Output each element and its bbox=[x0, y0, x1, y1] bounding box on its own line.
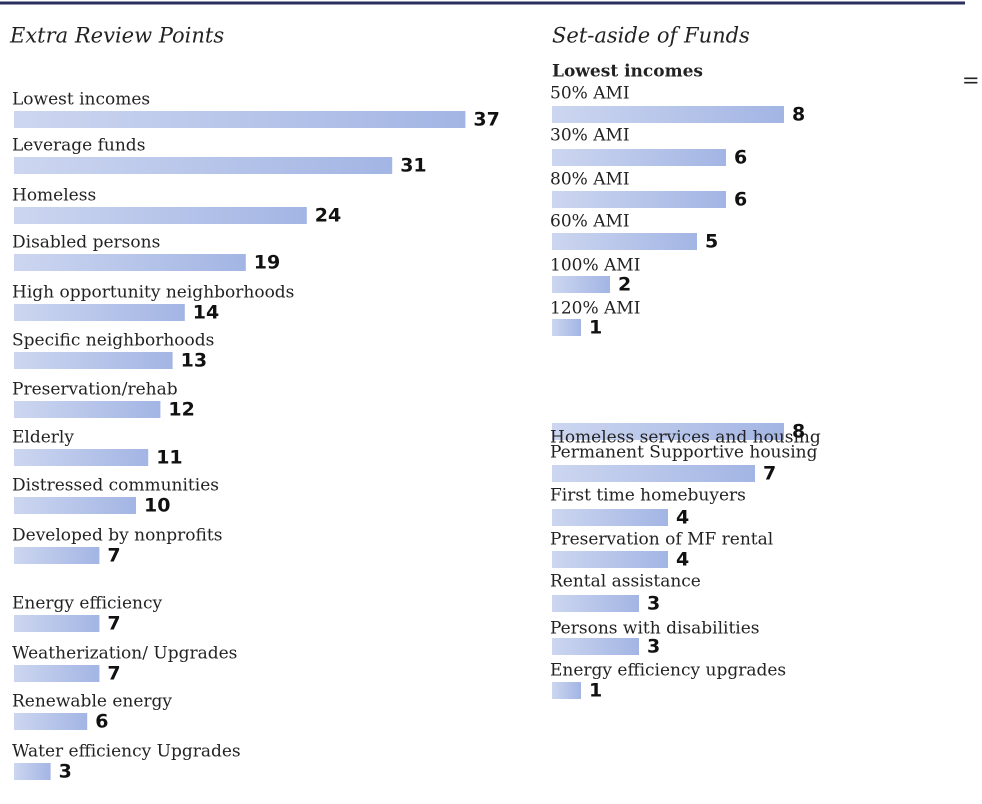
value-label: 3 bbox=[59, 761, 72, 783]
category-label: 60% AMI bbox=[550, 212, 630, 232]
bar-shade bbox=[14, 497, 136, 514]
value-label: 3 bbox=[647, 636, 660, 658]
value-label: 19 bbox=[254, 252, 280, 274]
category-label: 120% AMI bbox=[550, 299, 640, 319]
category-label: Leverage funds bbox=[12, 136, 145, 156]
chart-title: Extra Review Points bbox=[9, 24, 224, 48]
value-label: 13 bbox=[181, 350, 207, 372]
annotation: = bbox=[962, 69, 980, 93]
value-label: 12 bbox=[168, 399, 194, 421]
value-label: 3 bbox=[647, 593, 660, 615]
bar-shade bbox=[552, 319, 581, 336]
category-label: Elderly bbox=[12, 428, 74, 448]
chart-title: Set-aside of Funds bbox=[552, 24, 750, 48]
value-label: 4 bbox=[676, 507, 689, 529]
category-label: 80% AMI bbox=[550, 170, 630, 190]
value-label: 4 bbox=[676, 549, 689, 571]
category-label: High opportunity neighborhoods bbox=[12, 283, 294, 303]
category-label: Lowest incomes bbox=[12, 90, 150, 110]
category-label: 30% AMI bbox=[550, 126, 630, 146]
category-label: 100% AMI bbox=[550, 256, 640, 276]
category-label: Energy efficiency bbox=[12, 594, 162, 614]
category-label: Preservation/rehab bbox=[12, 380, 178, 400]
value-label: 7 bbox=[763, 463, 776, 485]
value-label: 8 bbox=[792, 104, 805, 126]
category-label: Developed by nonprofits bbox=[12, 526, 222, 546]
bar-shade bbox=[552, 551, 668, 568]
bar-shade bbox=[14, 304, 185, 321]
category-label: First time homebuyers bbox=[550, 486, 746, 506]
bar-shade bbox=[14, 111, 466, 128]
value-label: 7 bbox=[107, 545, 120, 567]
category-label: 50% AMI bbox=[550, 84, 630, 104]
category-label: Distressed communities bbox=[12, 476, 219, 496]
bar-shade bbox=[14, 713, 88, 730]
value-label: 11 bbox=[156, 447, 182, 469]
bar-shade bbox=[14, 665, 100, 682]
bar-shade bbox=[14, 352, 173, 369]
value-label: 1 bbox=[589, 317, 602, 339]
bar-shade bbox=[14, 763, 51, 780]
value-label: 6 bbox=[734, 189, 747, 211]
value-label: 24 bbox=[315, 205, 341, 227]
bar-shade bbox=[552, 149, 726, 166]
category-label: Homeless bbox=[12, 186, 96, 206]
value-label: 37 bbox=[473, 109, 499, 131]
category-label: Rental assistance bbox=[550, 572, 701, 592]
value-label: 7 bbox=[107, 613, 120, 635]
bar-shade bbox=[552, 191, 726, 208]
bar-shade bbox=[552, 276, 610, 293]
bar-shade bbox=[14, 207, 307, 224]
category-label: Persons with disabilities bbox=[550, 619, 760, 639]
category-label: Permanent Supportive housing bbox=[550, 443, 818, 463]
bar-shade bbox=[552, 595, 639, 612]
category-label: Weatherization/ Upgrades bbox=[12, 644, 237, 664]
bar-shade bbox=[552, 509, 668, 526]
category-label: Disabled persons bbox=[12, 233, 160, 253]
bar-shade bbox=[552, 465, 755, 482]
group-label: Lowest incomes bbox=[552, 62, 703, 82]
bar-shade bbox=[552, 106, 784, 123]
value-label: 31 bbox=[400, 155, 426, 177]
value-label: 14 bbox=[193, 302, 219, 324]
bar-shade bbox=[14, 157, 393, 174]
value-label: 10 bbox=[144, 495, 170, 517]
value-label: 1 bbox=[589, 680, 602, 702]
bar-shade bbox=[14, 615, 100, 632]
bar-shade bbox=[14, 547, 100, 564]
category-label: Specific neighborhoods bbox=[12, 331, 214, 351]
category-label: Preservation of MF rental bbox=[550, 530, 773, 550]
category-label: Renewable energy bbox=[12, 692, 172, 712]
bar-shade bbox=[552, 233, 697, 250]
bar-shade bbox=[14, 401, 161, 418]
value-label: 7 bbox=[107, 663, 120, 685]
bar-shade bbox=[14, 449, 149, 466]
value-label: 5 bbox=[705, 231, 718, 253]
bar-shade bbox=[14, 254, 246, 271]
value-label: 2 bbox=[618, 274, 631, 296]
category-label: Energy efficiency upgrades bbox=[550, 661, 786, 681]
bar-shade bbox=[552, 682, 581, 699]
value-label: 8 bbox=[792, 421, 805, 443]
bar-shade bbox=[552, 423, 784, 440]
value-label: 6 bbox=[95, 711, 108, 733]
value-label: 6 bbox=[734, 147, 747, 169]
category-label: Water efficiency Upgrades bbox=[12, 742, 241, 762]
bar-shade bbox=[552, 638, 639, 655]
category-label: Homeless services and housing bbox=[550, 428, 821, 448]
